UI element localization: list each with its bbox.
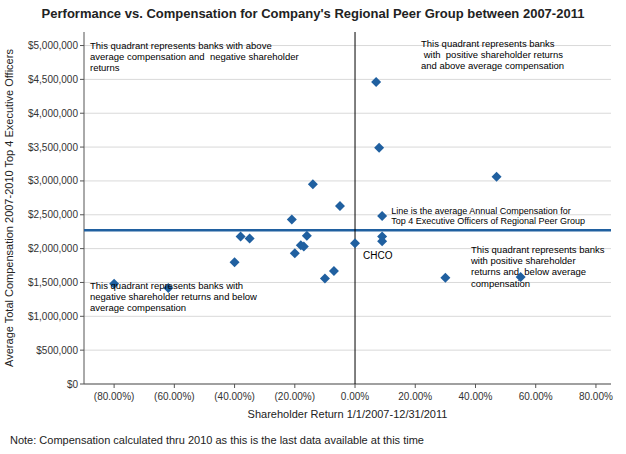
quadrant-text-line: compensation <box>471 278 530 289</box>
x-tick-label: 80.00% <box>579 391 613 402</box>
scatter-point <box>245 233 255 243</box>
point-annotation: CHCO <box>363 250 393 261</box>
scatter-point <box>290 248 300 258</box>
y-tick-label: $2,500,000 <box>28 209 78 220</box>
y-tick <box>80 350 84 351</box>
y-tick <box>80 282 84 283</box>
x-tick-label: 20.00% <box>398 391 432 402</box>
y-tick <box>80 384 84 385</box>
y-tick <box>80 147 84 148</box>
title: Performance vs. Compensation for Company… <box>42 6 585 21</box>
y-tick-label: $5,000,000 <box>28 40 78 51</box>
y-grid-line <box>84 316 611 317</box>
x-axis-label: Shareholder Return 1/1/2007-12/31/2011 <box>248 408 448 420</box>
y-tick <box>80 180 84 181</box>
quadrant-text-line: with positive shareholder returns <box>421 49 563 60</box>
quadrant-text-line: average compensation and negative shareh… <box>90 51 299 62</box>
quadrant-text-line: returns <box>90 62 120 73</box>
y-grid-line <box>84 350 611 351</box>
y-tick <box>80 113 84 114</box>
x-tick-label: (40.00%) <box>214 391 255 402</box>
y-grid-line <box>84 147 611 148</box>
y-grid-line <box>84 79 611 80</box>
average-line-label-line: Line is the average Annual Compensation … <box>391 206 571 216</box>
x-tick <box>475 384 476 388</box>
quadrant-text-line: This quadrant represents banks with abov… <box>90 40 272 51</box>
scatter-point <box>377 236 387 246</box>
scatter-point <box>299 242 309 252</box>
y-grid-line <box>84 113 611 114</box>
x-tick-label: 0.00% <box>341 391 369 402</box>
y-tick-label: $2,000,000 <box>28 243 78 254</box>
x-tick <box>174 384 175 388</box>
y-tick-label: $1,000,000 <box>28 311 78 322</box>
quadrant-text-line: This quadrant represents banks <box>471 244 605 255</box>
y-tick <box>80 316 84 317</box>
quadrant-text: This quadrant represents banks withnegat… <box>90 280 257 314</box>
scatter-point <box>320 273 330 283</box>
x-tick-label: (60.00%) <box>154 391 195 402</box>
plot-area <box>84 32 611 384</box>
scatter-point <box>335 201 345 211</box>
grid <box>84 46 611 384</box>
y-axis-line <box>84 32 85 384</box>
x-tick <box>595 384 596 388</box>
x-tick <box>535 384 536 388</box>
x-tick <box>114 384 115 388</box>
quadrant-text-line: This quadrant represents banks with <box>90 280 243 291</box>
y-tick-label: $1,500,000 <box>28 277 78 288</box>
quadrant-text-line: with positive shareholder <box>470 255 576 266</box>
scatter-point <box>287 215 297 225</box>
zero-line <box>355 32 356 384</box>
x-tick <box>415 384 416 388</box>
y-tick-label: $4,500,000 <box>28 74 78 85</box>
x-tick-label: 60.00% <box>519 391 553 402</box>
note: Note: Compensation calculated thru 2010 … <box>10 434 424 446</box>
y-grid-line <box>84 180 611 181</box>
y-tick <box>80 79 84 80</box>
scatter-point <box>374 143 384 153</box>
scatter-point <box>308 179 318 189</box>
quadrant-text-line: This quadrant represents banks <box>421 38 555 49</box>
scatter-point <box>371 77 381 87</box>
x-tick-label: 40.00% <box>459 391 493 402</box>
scatter-point <box>350 238 360 248</box>
y-tick <box>80 214 84 215</box>
y-axis-label: Average Total Compensation 2007-2010 Top… <box>3 49 15 367</box>
scatter-point <box>440 273 450 283</box>
x-tick <box>294 384 295 388</box>
scatter-point <box>302 231 312 241</box>
quadrant-text-line: and above average compensation <box>421 60 564 71</box>
y-tick-label: $0 <box>67 379 79 390</box>
x-tick-label: (20.00%) <box>275 391 316 402</box>
quadrant-text-line: negative shareholder returns and below <box>90 291 257 302</box>
scatter-point <box>377 211 387 221</box>
scatter-point <box>492 172 502 182</box>
average-line-label-line: Top 4 Executive Officers of Regional Pee… <box>391 216 585 226</box>
y-tick-label: $500,000 <box>36 345 78 356</box>
x-tick-label: (80.00%) <box>94 391 135 402</box>
scatter-point <box>230 257 240 267</box>
quadrant-text-line: returns and below average <box>471 266 586 277</box>
y-tick <box>80 45 84 46</box>
average-line-label: Line is the average Annual Compensation … <box>391 206 585 227</box>
y-grid-line <box>84 384 611 385</box>
quadrant-text: This quadrant represents banks with abov… <box>90 40 299 74</box>
y-tick-label: $3,000,000 <box>28 175 78 186</box>
y-tick-label: $3,500,000 <box>28 142 78 153</box>
average-line <box>84 229 611 232</box>
x-axis-line <box>84 384 611 385</box>
scatter-point <box>236 231 246 241</box>
quadrant-text: This quadrant represents banks with posi… <box>421 38 564 72</box>
quadrant-text: This quadrant represents bankswith posit… <box>470 244 605 289</box>
y-tick-label: $4,000,000 <box>28 108 78 119</box>
scatter-point <box>329 266 339 276</box>
x-tick <box>234 384 235 388</box>
y-tick <box>80 248 84 249</box>
x-tick <box>355 384 356 388</box>
chart: Performance vs. Compensation for Company… <box>0 0 626 454</box>
quadrant-text-line: average compensation <box>90 302 186 313</box>
